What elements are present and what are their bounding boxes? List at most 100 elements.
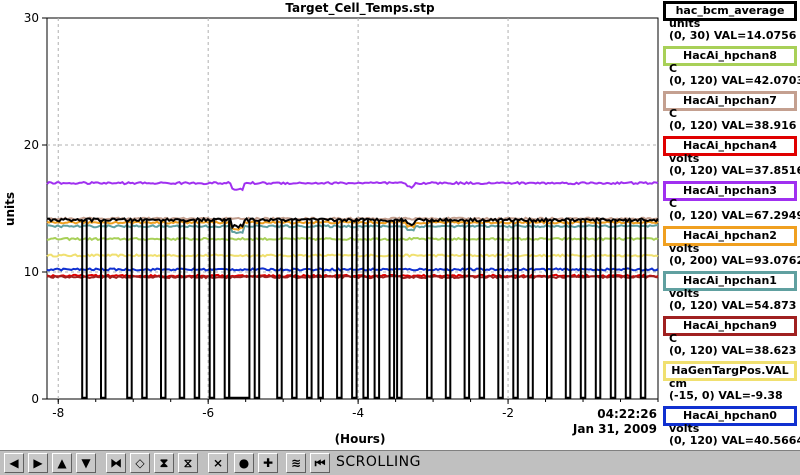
legend-series-name[interactable]: HacAi_hpchan4 [663,136,797,156]
dropout-mark [624,219,632,399]
legend-entry[interactable]: HacAi_hpchan0 volts (0, 120) VAL=40.5664 [661,405,800,450]
scroll-live-button[interactable]: ⏮ [310,453,330,473]
dropout-mark [478,219,486,399]
zoom-out-y-button[interactable]: ⧖ [178,453,198,473]
x-tick-label: -2 [502,406,514,420]
dropout-mark [594,219,602,399]
dropout-mark [208,219,216,399]
scroll-left-button[interactable]: ◀ [4,453,24,473]
legend-unit: C [669,62,678,75]
legend-range-value: (0, 120) VAL=38.623 [669,344,797,357]
legend-unit: volts [669,422,700,435]
legend-series-name[interactable]: HacAi_hpchan0 [663,406,797,426]
dropout-mark [396,219,403,399]
x-tick-label: -6 [202,406,214,420]
toggle-lines-button[interactable]: ≋ [286,453,306,473]
zoom-in-x-button[interactable]: ⧓ [106,453,126,473]
legend-series-name[interactable]: HaGenTargPos.VAL [663,361,797,381]
legend: hac_bcm_average units (0, 30) VAL=14.0756 H… [661,0,800,450]
y-axis-label: units [3,191,17,227]
x-tick-label: -4 [352,406,364,420]
dropout-mark [193,219,201,399]
y-tick-label: 30 [24,11,39,25]
chart-title: Target_Cell_Temps.stp [285,1,435,15]
legend-series-name[interactable]: HacAi_hpchan7 [663,91,797,111]
zoom-out-x-button[interactable]: ◇ [130,453,150,473]
plot-area[interactable]: 0 10 20 30 -8 -6 -4 -2 [0,0,661,450]
legend-unit: volts [669,152,700,165]
legend-series-name[interactable]: HacAi_hpchan9 [663,316,797,336]
legend-entry[interactable]: HacAi_hpchan4 volts (0, 120) VAL=37.8516 [661,135,800,180]
dropout-mark [81,219,88,399]
legend-range-value: (0, 120) VAL=67.2949 [669,209,800,222]
legend-unit: volts [669,242,700,255]
legend-entry[interactable]: HacAi_hpchan7 C (0, 120) VAL=38.916 [661,90,800,135]
legend-entry[interactable]: HacAi_hpchan3 C (0, 120) VAL=67.2949 [661,180,800,225]
dropout-mark [178,219,186,399]
dropout-mark [362,219,369,399]
legend-unit: C [669,107,678,120]
legend-range-value: (0, 120) VAL=40.5664 [669,434,800,447]
legend-entry[interactable]: HaGenTargPos.VAL cm (-15, 0) VAL=-9.38 [661,360,800,405]
legend-entry[interactable]: HacAi_hpchan9 C (0, 120) VAL=38.623 [661,315,800,360]
dropout-mark [639,219,647,399]
dropout-mark [126,219,133,399]
y-tick-label: 20 [24,138,39,152]
dropout-mark [497,219,504,399]
dropout-mark [351,219,358,399]
legend-range-value: (-15, 0) VAL=-9.38 [669,389,783,402]
timestamp-date: Jan 31, 2009 [572,422,657,436]
dropout-mark [426,219,433,399]
legend-entry[interactable]: HacAi_hpchan1 volts (0, 120) VAL=54.873 [661,270,800,315]
legend-unit: units [669,17,701,30]
dropout-mark [609,219,617,399]
legend-unit: cm [669,377,687,390]
legend-entry[interactable]: hac_bcm_average units (0, 30) VAL=14.0756 [661,0,800,45]
legend-range-value: (0, 120) VAL=37.8516 [669,164,800,177]
legend-unit: volts [669,287,700,300]
dropout-mark [336,219,343,399]
dropout-mark [141,219,148,399]
legend-range-value: (0, 200) VAL=93.0762 [669,254,800,267]
legend-range-value: (0, 120) VAL=38.916 [669,119,797,132]
legend-series-name[interactable]: HacAi_hpchan3 [663,181,797,201]
legend-entry[interactable]: HacAi_hpchan2 volts (0, 200) VAL=93.0762 [661,225,800,270]
legend-series-name[interactable]: HacAi_hpchan8 [663,46,797,66]
dropout-mark [527,219,534,399]
legend-unit: C [669,332,678,345]
legend-series-name[interactable]: HacAi_hpchan2 [663,226,797,246]
dropout-mark [160,219,167,399]
dropout-mark [373,219,381,399]
scroll-status: SCROLLING [336,454,421,470]
dropout-mark [546,219,553,399]
scroll-up-button[interactable]: ▲ [52,453,72,473]
legend-range-value: (0, 30) VAL=14.0756 [669,29,797,42]
scroll-right-button[interactable]: ▶ [28,453,48,473]
legend-range-value: (0, 120) VAL=54.873 [669,299,797,312]
scroll-down-button[interactable]: ▼ [76,453,96,473]
legend-unit: C [669,197,678,210]
auto-scale-button[interactable]: ● [234,453,254,473]
dropout-mark [100,219,107,399]
dropout-mark [306,219,313,399]
dropout-mark [291,219,298,399]
y-tick-label: 0 [31,392,39,406]
x-axis-label: (Hours) [334,432,386,446]
toolbar: SCROLLING ◀ ▶ ▲ ▼ ⧓ ◇ ⧗ ⧖ ⨯ ● ✚ ≋ ⏮ [0,450,800,475]
legend-entry[interactable]: HacAi_hpchan8 C (0, 120) VAL=42.0703 [661,45,800,90]
dropout-mark [253,219,261,399]
zoom-fit-button[interactable]: ⨯ [208,453,228,473]
legend-series-name[interactable]: HacAi_hpchan1 [663,271,797,291]
legend-range-value: (0, 120) VAL=42.0703 [669,74,800,87]
dropout-mark [228,221,251,399]
legend-series-name[interactable]: hac_bcm_average [663,1,797,21]
dropout-mark [276,219,283,399]
dropout-mark [512,219,519,399]
y-tick-label: 10 [24,265,39,279]
zoom-in-y-button[interactable]: ⧗ [154,453,174,473]
dropout-mark [463,219,471,399]
dropout-mark [564,219,572,399]
dropout-mark [388,219,396,399]
dropout-mark [317,219,324,399]
add-button[interactable]: ✚ [258,453,278,473]
